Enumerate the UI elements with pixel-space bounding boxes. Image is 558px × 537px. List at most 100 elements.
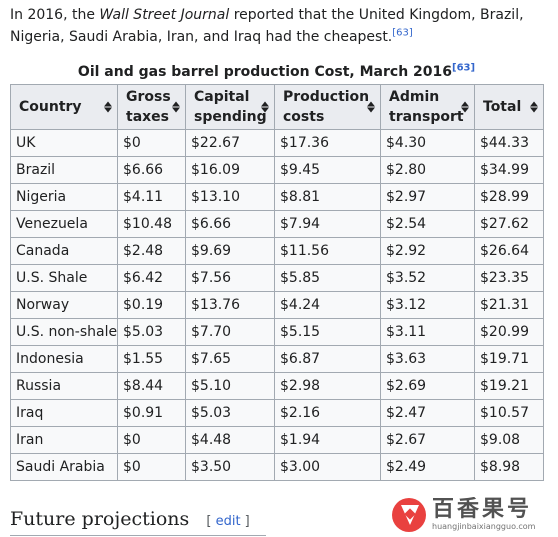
value-cell: $5.10 [185, 372, 275, 400]
table-row: Iraq $0.91 $5.03 $2.16 $2.47 $10.57 [10, 399, 544, 427]
value-cell: $5.03 [185, 399, 275, 427]
caption-reference-link[interactable]: [63] [452, 62, 476, 74]
sort-icon[interactable] [530, 101, 538, 113]
value-cell: $4.30 [380, 129, 475, 157]
value-cell: $13.10 [185, 183, 275, 211]
country-cell[interactable]: UK [10, 129, 118, 157]
table-header-row: Country Gross taxes Capital spending Produc… [10, 84, 544, 130]
value-cell: $2.98 [274, 372, 381, 400]
value-cell: $2.80 [380, 156, 475, 184]
value-cell: $10.48 [117, 210, 186, 238]
value-cell: $2.97 [380, 183, 475, 211]
value-cell: $4.48 [185, 426, 275, 454]
value-cell: $19.71 [474, 345, 544, 373]
value-cell: $2.67 [380, 426, 475, 454]
column-header-label: Production costs [283, 89, 370, 125]
value-cell: $8.44 [117, 372, 186, 400]
value-cell: $0.91 [117, 399, 186, 427]
value-cell: $3.12 [380, 291, 475, 319]
value-cell: $3.63 [380, 345, 475, 373]
intro-reference-link[interactable]: [63] [392, 27, 413, 39]
value-cell: $1.55 [117, 345, 186, 373]
country-cell[interactable]: Canada [10, 237, 118, 265]
column-header[interactable]: Admin transport [380, 84, 475, 130]
value-cell: $4.11 [117, 183, 186, 211]
sort-icon[interactable] [104, 101, 112, 113]
table-body: UK $0 $22.67 $17.36 $4.30 $44.33 Brazil $6.66 $1… [10, 129, 544, 481]
value-cell: $0 [117, 453, 186, 481]
sort-icon[interactable] [172, 101, 180, 113]
value-cell: $7.56 [185, 264, 275, 292]
value-cell: $5.85 [274, 264, 381, 292]
value-cell: $3.52 [380, 264, 475, 292]
wsj-link[interactable]: Wall Street Journal [99, 7, 230, 23]
country-cell[interactable]: Russia [10, 372, 118, 400]
column-header[interactable]: Gross taxes [117, 84, 186, 130]
country-cell[interactable]: Iraq [10, 399, 118, 427]
value-cell: $44.33 [474, 129, 544, 157]
country-cell[interactable]: Iran [10, 426, 118, 454]
edit-section: [ edit ] [206, 514, 249, 529]
value-cell: $2.92 [380, 237, 475, 265]
country-cell[interactable]: U.S. Shale [10, 264, 118, 292]
intro-text-after: reported that the United Kingdom, Brazil… [10, 7, 524, 45]
column-header-label: Gross taxes [126, 89, 171, 125]
table-row: Indonesia $1.55 $7.65 $6.87 $3.63 $19.71 [10, 345, 544, 373]
column-header[interactable]: Capital spending [185, 84, 275, 130]
value-cell: $23.35 [474, 264, 544, 292]
value-cell: $6.66 [185, 210, 275, 238]
sort-icon[interactable] [461, 101, 469, 113]
column-header[interactable]: Production costs [274, 84, 381, 130]
value-cell: $1.94 [274, 426, 381, 454]
value-cell: $3.50 [185, 453, 275, 481]
value-cell: $2.47 [380, 399, 475, 427]
country-cell[interactable]: Saudi Arabia [10, 453, 118, 481]
value-cell: $2.49 [380, 453, 475, 481]
table-row: Brazil $6.66 $16.09 $9.45 $2.80 $34.99 [10, 156, 544, 184]
table-row: UK $0 $22.67 $17.36 $4.30 $44.33 [10, 129, 544, 157]
value-cell: $6.66 [117, 156, 186, 184]
watermark: 百香果号 huangjinbaixiangguo.com [392, 492, 558, 537]
country-cell[interactable]: Venezuela [10, 210, 118, 238]
edit-bracket-close: ] [240, 514, 250, 529]
country-cell[interactable]: Nigeria [10, 183, 118, 211]
value-cell: $2.48 [117, 237, 186, 265]
table-row: Norway $0.19 $13.76 $4.24 $3.12 $21.31 [10, 291, 544, 319]
sort-icon[interactable] [367, 101, 375, 113]
country-cell[interactable]: Norway [10, 291, 118, 319]
value-cell: $5.15 [274, 318, 381, 346]
value-cell: $7.94 [274, 210, 381, 238]
country-cell[interactable]: Brazil [10, 156, 118, 184]
cost-table: Country Gross taxes Capital spending Produc… [10, 84, 544, 481]
watermark-url: huangjinbaixiangguo.com [432, 521, 536, 531]
column-header[interactable]: Country [10, 84, 118, 130]
watermark-name: 百香果号 [432, 496, 533, 522]
value-cell: $17.36 [274, 129, 381, 157]
value-cell: $0.19 [117, 291, 186, 319]
value-cell: $2.54 [380, 210, 475, 238]
value-cell: $22.67 [185, 129, 275, 157]
value-cell: $8.98 [474, 453, 544, 481]
table-row: Nigeria $4.11 $13.10 $8.81 $2.97 $28.99 [10, 183, 544, 211]
value-cell: $9.69 [185, 237, 275, 265]
intro-text-before: In 2016, the [10, 7, 100, 23]
value-cell: $7.70 [185, 318, 275, 346]
table-row: U.S. non-shale $5.03 $7.70 $5.15 $3.11 $20.99 [10, 318, 544, 346]
value-cell: $8.81 [274, 183, 381, 211]
table-caption-text: Oil and gas barrel production Cost, Marc… [77, 64, 453, 80]
value-cell: $0 [117, 129, 186, 157]
section-title: Future projections [10, 508, 190, 530]
value-cell: $16.09 [185, 156, 275, 184]
value-cell: $3.11 [380, 318, 475, 346]
country-cell[interactable]: U.S. non-shale [10, 318, 118, 346]
value-cell: $4.24 [274, 291, 381, 319]
table-row: Canada $2.48 $9.69 $11.56 $2.92 $26.64 [10, 237, 544, 265]
column-header[interactable]: Total [474, 84, 544, 130]
value-cell: $21.31 [474, 291, 544, 319]
value-cell: $19.21 [474, 372, 544, 400]
sort-icon[interactable] [261, 101, 269, 113]
edit-link[interactable]: edit [215, 514, 241, 529]
country-cell[interactable]: Indonesia [10, 345, 118, 373]
value-cell: $2.69 [380, 372, 475, 400]
value-cell: $3.00 [274, 453, 381, 481]
